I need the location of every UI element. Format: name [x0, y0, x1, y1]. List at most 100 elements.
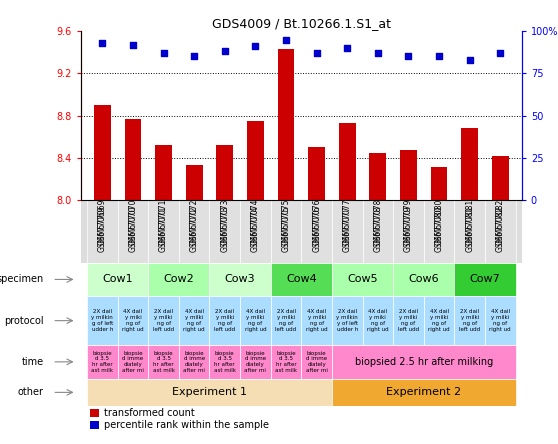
Text: 4X dail
y miki
ng of
right ud: 4X dail y miki ng of right ud [367, 309, 389, 332]
Bar [332, 263, 393, 296]
Text: Cow6: Cow6 [408, 274, 439, 285]
Bar [118, 345, 148, 379]
Bar [90, 408, 99, 417]
Text: 4X dail
y milki
ng of
right ud: 4X dail y milki ng of right ud [428, 309, 450, 332]
Title: GDS4009 / Bt.10266.1.S1_at: GDS4009 / Bt.10266.1.S1_at [212, 17, 391, 30]
Bar [332, 379, 516, 406]
Bar [87, 200, 118, 263]
Bar [186, 166, 203, 200]
Bar [148, 296, 179, 345]
Bar [271, 345, 301, 379]
Bar [393, 200, 424, 263]
Bar [271, 263, 332, 296]
Bar [485, 296, 516, 345]
Text: Experiment 2: Experiment 2 [386, 387, 461, 397]
Bar [332, 200, 363, 263]
Text: 4X dail
y milki
ng of
right ud: 4X dail y milki ng of right ud [489, 309, 511, 332]
Bar [118, 200, 148, 263]
Bar [240, 296, 271, 345]
Text: GSM677075: GSM677075 [282, 206, 291, 252]
Point [128, 41, 137, 48]
Bar [118, 296, 148, 345]
Bar [485, 200, 516, 263]
Point [373, 50, 382, 57]
Text: 2X dail
y milki
ng of
left udd: 2X dail y milki ng of left udd [398, 309, 419, 332]
Bar [369, 153, 386, 200]
Text: time: time [21, 357, 44, 367]
Point [220, 48, 229, 55]
Text: biopsie
d 3.5
hr after
ast milk: biopsie d 3.5 hr after ast milk [152, 351, 175, 373]
Text: GSM677073: GSM677073 [220, 206, 229, 252]
Text: biopsie
d 3.5
hr after
ast milk: biopsie d 3.5 hr after ast milk [92, 351, 113, 373]
Bar [492, 156, 509, 200]
Text: GSM677070: GSM677070 [128, 206, 137, 252]
Point [343, 44, 352, 52]
Text: Cow4: Cow4 [286, 274, 317, 285]
Bar [301, 296, 332, 345]
Text: 4X dail
y milki
ng of
right ud: 4X dail y milki ng of right ud [306, 309, 328, 332]
Text: biopsie
d 3.5
hr after
ast milk: biopsie d 3.5 hr after ast milk [275, 351, 297, 373]
Bar [400, 150, 417, 200]
Point [190, 53, 199, 60]
Bar [424, 200, 454, 263]
Text: GSM677081: GSM677081 [465, 206, 474, 252]
Bar [90, 421, 99, 429]
Bar [148, 345, 179, 379]
Text: Cow3: Cow3 [225, 274, 256, 285]
Text: Cow1: Cow1 [102, 274, 133, 285]
Point [159, 50, 168, 57]
Bar [209, 345, 240, 379]
Bar [461, 128, 478, 200]
Text: 2X dail
y milki
ng of
left udd: 2X dail y milki ng of left udd [459, 309, 480, 332]
Text: biopsie
d imme
diately
after mi: biopsie d imme diately after mi [122, 351, 144, 373]
Text: Cow5: Cow5 [347, 274, 378, 285]
Point [98, 40, 107, 47]
Bar [87, 296, 118, 345]
Text: GSM677069: GSM677069 [98, 206, 107, 252]
Bar [393, 263, 454, 296]
Text: GSM677079: GSM677079 [404, 206, 413, 252]
Bar [271, 296, 301, 345]
Point [282, 36, 291, 43]
Text: GSM677072: GSM677072 [190, 206, 199, 252]
Text: 4X dail
y milki
ng of
right ud: 4X dail y milki ng of right ud [244, 309, 266, 332]
Bar [87, 379, 332, 406]
Bar [363, 296, 393, 345]
Bar [393, 296, 424, 345]
Bar [424, 296, 454, 345]
Text: GSM677076: GSM677076 [312, 206, 321, 252]
Text: specimen: specimen [0, 274, 44, 285]
Point [404, 53, 413, 60]
Point [435, 53, 444, 60]
Bar [454, 200, 485, 263]
Bar [87, 263, 148, 296]
Bar [148, 200, 179, 263]
Point [496, 50, 505, 57]
Bar [209, 296, 240, 345]
Text: biopsie
d 3.5
hr after
ast milk: biopsie d 3.5 hr after ast milk [214, 351, 236, 373]
Text: GSM677080: GSM677080 [435, 206, 444, 252]
Text: GSM677078: GSM677078 [373, 206, 382, 252]
Text: biopsied 2.5 hr after milking: biopsied 2.5 hr after milking [355, 357, 493, 367]
Bar [179, 345, 209, 379]
Bar [271, 200, 301, 263]
Bar [155, 145, 172, 200]
Text: 4X dail
y miki
ng of
right ud: 4X dail y miki ng of right ud [122, 309, 144, 332]
Bar [209, 200, 240, 263]
Text: percentile rank within the sample: percentile rank within the sample [104, 420, 269, 430]
Text: transformed count: transformed count [104, 408, 195, 418]
Bar [301, 345, 332, 379]
Bar [301, 200, 332, 263]
Bar [148, 263, 209, 296]
Text: 2X dail
y milki
ng of
left udd: 2X dail y milki ng of left udd [153, 309, 174, 332]
Text: Experiment 1: Experiment 1 [172, 387, 247, 397]
Text: 2X dail
y milkin
g of left
udder h: 2X dail y milkin g of left udder h [92, 309, 113, 332]
Point [251, 43, 260, 50]
Bar [87, 345, 118, 379]
Text: 2X dail
y milki
ng of
left udd: 2X dail y milki ng of left udd [276, 309, 296, 332]
Bar [363, 200, 393, 263]
Text: Cow2: Cow2 [163, 274, 194, 285]
Text: biopsie
d imme
diately
after mi: biopsie d imme diately after mi [306, 351, 328, 373]
Bar [454, 296, 485, 345]
Bar [94, 105, 110, 200]
